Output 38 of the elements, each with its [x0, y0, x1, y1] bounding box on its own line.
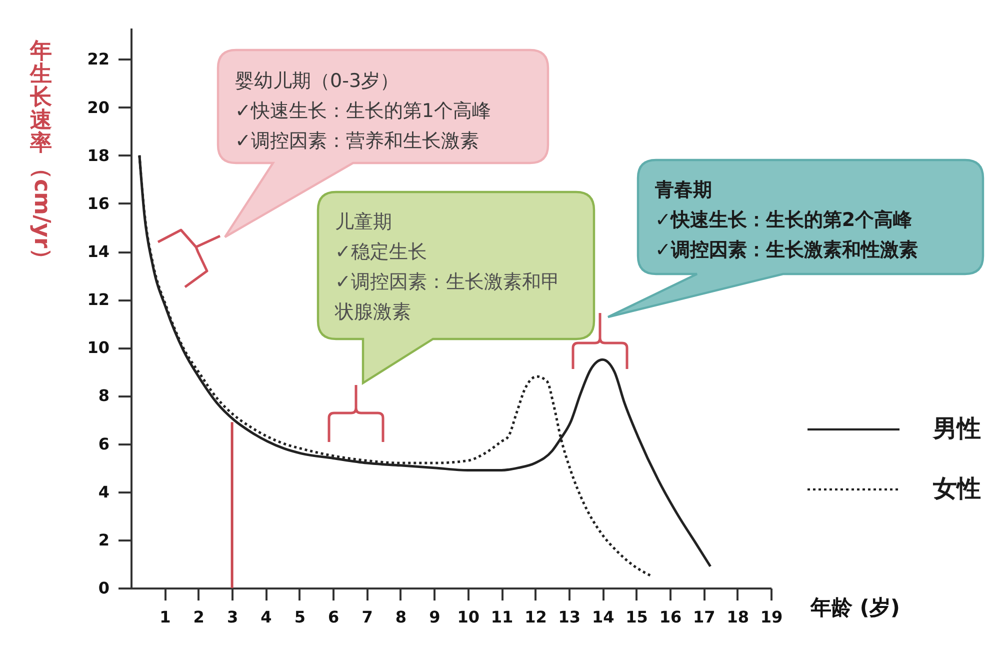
- x-axis-title: 年龄 (岁): [810, 596, 900, 620]
- x-tick-label: 13: [558, 608, 581, 626]
- x-tick-label: 9: [429, 608, 440, 626]
- y-tick-label: 8: [98, 386, 110, 406]
- y-tick-label: 2: [98, 530, 110, 550]
- y-tick-label: 10: [87, 338, 110, 358]
- x-tick-label: 19: [760, 608, 783, 626]
- x-tick-label: 15: [626, 608, 648, 626]
- x-tick-label: 18: [726, 608, 749, 626]
- y-tick-label: 18: [87, 146, 110, 165]
- x-tick-label: 17: [693, 608, 716, 626]
- x-tick-label: 16: [659, 608, 682, 626]
- legend-label: 男性: [932, 414, 981, 442]
- y-tick-label: 4: [98, 482, 110, 502]
- y-tick-label: 16: [87, 194, 110, 213]
- annotation: 儿童期 ✓稳定生长 ✓调控因素：生长激素和甲状腺激素: [334, 211, 560, 323]
- x-tick-label: 11: [490, 608, 514, 626]
- y-tick-label: 20: [87, 98, 110, 117]
- x-tick-label: 2: [193, 608, 204, 626]
- y-axis-title: 年生长速率（cm/yr）: [28, 39, 54, 270]
- y-tick-label: 14: [87, 242, 110, 262]
- x-tick-label: 7: [362, 608, 373, 626]
- annotation: 婴幼儿期（0-3岁） ✓快速生长：生长的第1个高峰 ✓调控因素：营养和生长激素: [235, 70, 492, 152]
- x-tick-label: 10: [457, 608, 480, 626]
- y-tick-label: 0: [98, 578, 110, 598]
- y-tick-label: 12: [87, 290, 110, 310]
- y-tick-label: 6: [98, 434, 110, 454]
- x-tick-label: 8: [395, 608, 407, 626]
- x-tick-label: 5: [294, 608, 306, 626]
- legend-label: 女性: [932, 474, 981, 502]
- x-tick-label: 6: [328, 608, 340, 626]
- x-tick-label: 1: [160, 608, 171, 626]
- y-tick-label: 22: [87, 50, 110, 69]
- x-tick-label: 3: [226, 608, 238, 626]
- x-tick-label: 12: [524, 608, 547, 626]
- x-tick-label: 4: [260, 608, 272, 626]
- x-tick-label: 14: [592, 608, 614, 626]
- annotation: 青春期 ✓快速生长：生长的第2个高峰 ✓调控因素：生长激素和性激素: [654, 179, 918, 261]
